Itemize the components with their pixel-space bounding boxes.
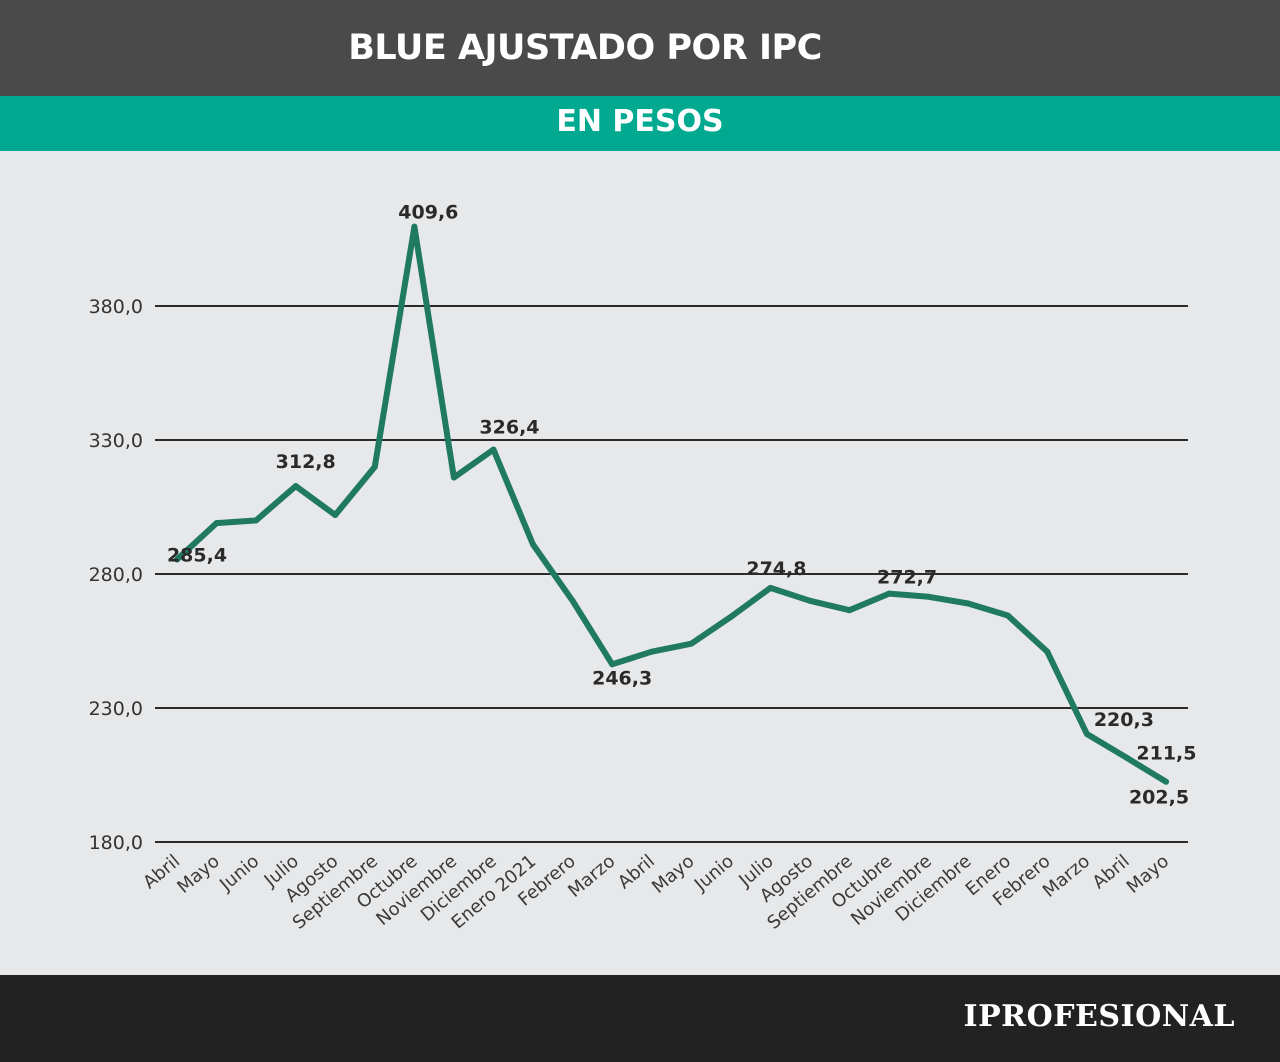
data-point <box>174 556 180 563</box>
y-tick-label: 180,0 <box>89 832 143 854</box>
data-point <box>846 607 853 614</box>
data-point <box>609 661 616 668</box>
x-tick-label: Mayo <box>173 851 223 898</box>
y-tick-label: 330,0 <box>89 430 143 452</box>
data-point <box>213 520 220 527</box>
data-point <box>1163 778 1169 785</box>
x-tick-label: Mayo <box>648 851 698 898</box>
chart-subtitle: EN PESOS <box>556 104 724 139</box>
data-label: 285,4 <box>167 545 227 567</box>
data-point <box>1123 754 1130 761</box>
chart-area: 180,0 230,0 280,0 330,0 380,0 Abril Mayo Junio… <box>0 151 1280 975</box>
data-label: 202,5 <box>1129 787 1189 809</box>
y-tick-label: 380,0 <box>89 296 143 318</box>
data-label: 220,3 <box>1094 709 1154 731</box>
data-point <box>727 613 734 620</box>
data-point <box>490 446 497 453</box>
data-label: 312,8 <box>276 451 336 473</box>
data-label: 211,5 <box>1136 743 1196 765</box>
data-point <box>767 584 774 591</box>
data-point <box>1004 612 1011 619</box>
data-point <box>886 590 893 597</box>
data-point <box>569 597 576 604</box>
data-label: 274,8 <box>746 558 806 580</box>
y-tick-label: 280,0 <box>89 564 143 586</box>
data-point <box>292 483 299 490</box>
data-point <box>925 593 932 600</box>
data-label: 272,7 <box>877 567 937 589</box>
x-tick-label: Junio <box>690 851 738 896</box>
y-tick-label: 230,0 <box>89 698 143 720</box>
data-point <box>648 648 655 655</box>
data-point <box>806 597 813 604</box>
data-point <box>371 463 378 470</box>
data-label: 409,6 <box>398 202 458 224</box>
chart-title: BLUE AJUSTADO POR IPC <box>348 28 822 68</box>
data-label: 326,4 <box>479 417 539 439</box>
data-point <box>1083 730 1090 737</box>
footer-bar <box>0 975 1280 1062</box>
data-point <box>332 512 339 519</box>
data-point <box>688 640 695 647</box>
data-point <box>1044 648 1051 655</box>
x-tick-label: Mayo <box>1123 851 1173 898</box>
data-point <box>530 541 537 548</box>
header-bar <box>0 0 1280 96</box>
data-point <box>450 474 457 481</box>
data-label: 246,3 <box>592 667 652 689</box>
data-point <box>411 223 418 230</box>
data-point <box>965 600 972 607</box>
data-point <box>253 517 260 524</box>
x-tick-label: Junio <box>215 851 263 896</box>
brand-logo: IPROFESIONAL <box>963 999 1235 1034</box>
series-line <box>174 223 1169 785</box>
subheader-bar <box>0 96 1280 151</box>
